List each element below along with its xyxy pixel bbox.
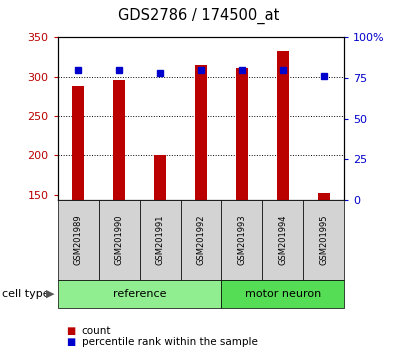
Bar: [154, 155, 166, 200]
Text: GSM201995: GSM201995: [319, 215, 328, 265]
Bar: [318, 193, 330, 200]
Text: GSM201994: GSM201994: [278, 215, 287, 265]
Text: ▶: ▶: [45, 289, 54, 299]
Bar: [58, 280, 221, 308]
Text: ■: ■: [66, 337, 75, 347]
Bar: [181, 200, 221, 280]
Bar: [72, 86, 84, 200]
Bar: [58, 200, 99, 280]
Bar: [262, 200, 303, 280]
Bar: [221, 200, 262, 280]
Text: GSM201992: GSM201992: [197, 215, 205, 265]
Bar: [113, 80, 125, 200]
Text: motor neuron: motor neuron: [245, 289, 321, 299]
Bar: [221, 280, 344, 308]
Bar: [303, 200, 344, 280]
Bar: [140, 200, 181, 280]
Text: percentile rank within the sample: percentile rank within the sample: [82, 337, 258, 347]
Bar: [195, 65, 207, 200]
Text: ■: ■: [66, 326, 75, 336]
Text: GSM201993: GSM201993: [238, 215, 246, 265]
Text: GSM201990: GSM201990: [115, 215, 124, 265]
Text: GSM201989: GSM201989: [74, 215, 83, 265]
Bar: [99, 200, 140, 280]
Text: GDS2786 / 174500_at: GDS2786 / 174500_at: [118, 8, 280, 24]
Text: GSM201991: GSM201991: [156, 215, 164, 265]
Bar: [277, 51, 289, 200]
Text: reference: reference: [113, 289, 166, 299]
Text: count: count: [82, 326, 111, 336]
Text: cell type: cell type: [2, 289, 50, 299]
Bar: [236, 68, 248, 200]
